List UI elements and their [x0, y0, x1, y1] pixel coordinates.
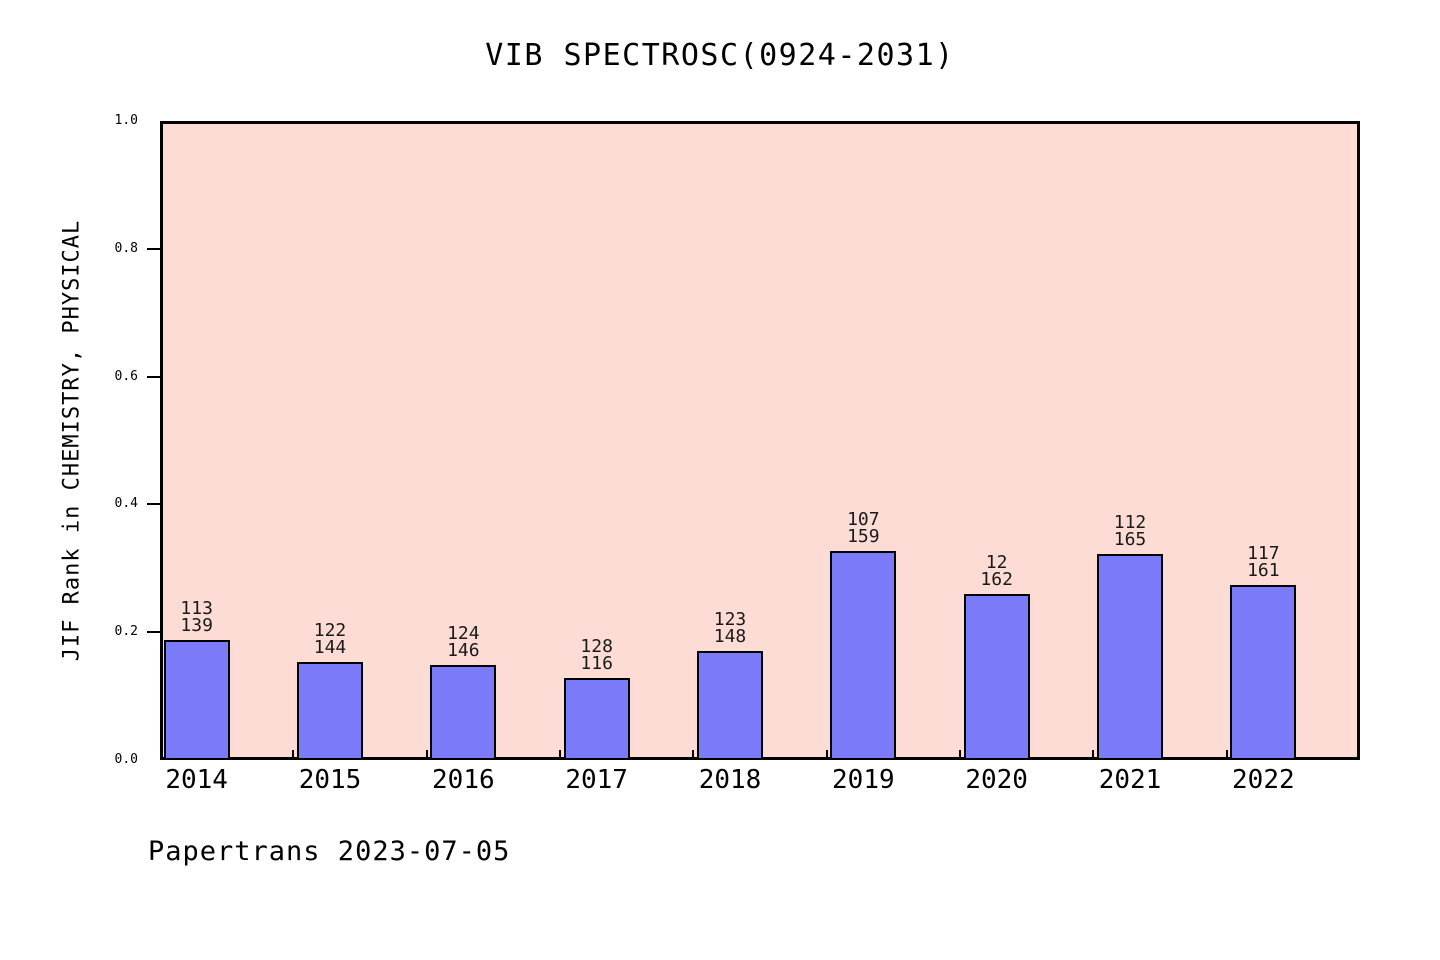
bar-value-label-2016: 124 146	[447, 622, 480, 661]
x-tick-mark	[1225, 750, 1228, 760]
bar-rank-value: 128	[580, 635, 613, 657]
x-tick-label: 2020	[965, 765, 1028, 795]
bar-total-value: 148	[713, 626, 747, 648]
bar-2022	[1230, 584, 1297, 760]
x-tick-mark	[292, 750, 295, 760]
bar-total-value: 161	[1247, 559, 1280, 581]
x-tick-label: 2016	[432, 765, 495, 795]
bar-rank-value: 117	[1247, 542, 1280, 564]
bar-2019	[830, 551, 897, 760]
bar-value-label-2019: 107 159	[847, 509, 880, 548]
bar-2014	[163, 639, 230, 760]
y-tick-label: 0.6	[114, 368, 138, 384]
bar-value-label-2014: 113 139	[180, 597, 213, 636]
y-tick-mark	[147, 503, 160, 506]
y-tick-label: 0.4	[114, 496, 138, 512]
bar-total-value: 139	[180, 614, 213, 636]
bar-rank-value: 12	[985, 551, 1008, 573]
bar-total-value: 159	[847, 526, 880, 548]
x-tick-mark	[825, 750, 828, 760]
bar-rank-value: 112	[1113, 512, 1147, 534]
y-tick-label: 0.2	[114, 624, 138, 640]
bar-rank-value: 122	[313, 620, 347, 642]
bar-value-label-2015: 122 144	[313, 620, 347, 659]
x-tick-label: 2021	[1098, 765, 1162, 795]
bar-2018	[697, 651, 763, 760]
x-tick-mark	[1092, 750, 1095, 760]
y-axis-label-wrapper: JIF Rank in CHEMISTRY, PHYSICAL	[52, 121, 92, 760]
bar-rank-value: 123	[713, 609, 747, 631]
x-tick-label: 2014	[165, 765, 228, 795]
bar-rank-value: 107	[847, 509, 880, 531]
bar-total-value: 116	[580, 652, 613, 674]
bar-2017	[563, 677, 630, 760]
x-tick-label: 2015	[298, 765, 362, 795]
y-tick-label: 0.8	[114, 240, 138, 256]
bar-rank-value: 124	[447, 622, 480, 644]
bar-total-value: 144	[313, 637, 347, 659]
page-title: VIB SPECTROSC(0924-2031)	[485, 38, 955, 73]
x-tick-mark	[959, 750, 961, 760]
bar-value-label-2022: 117 161	[1247, 542, 1280, 581]
bar-value-label-2018: 123 148	[713, 609, 747, 648]
bar-2016	[430, 664, 497, 760]
bar-series: 113 139 122 144 124 146 128 116 123 148 107 159 12 16…	[160, 121, 1360, 760]
y-tick-label: 1.0	[114, 113, 138, 128]
x-tick-label: 2019	[832, 765, 895, 795]
y-tick-mark	[147, 375, 160, 378]
x-tick-label: 2018	[698, 765, 762, 795]
y-tick-mark	[147, 247, 160, 250]
bar-2021	[1097, 554, 1163, 760]
y-axis-label: JIF Rank in CHEMISTRY, PHYSICAL	[59, 219, 85, 662]
bar-2015	[297, 662, 363, 760]
bar-total-value: 162	[980, 568, 1013, 590]
bar-total-value: 165	[1113, 529, 1147, 551]
x-axis-ticks: 2014 2015 2016 2017 2018 2019 2020 2021 2022	[160, 750, 1360, 810]
bar-value-label-2021: 112 165	[1113, 512, 1147, 551]
x-tick-mark	[692, 750, 695, 760]
bar-value-label-2017: 128 116	[580, 635, 613, 674]
bar-2020	[963, 593, 1030, 760]
bar-rank-value: 113	[180, 597, 213, 619]
x-tick-mark	[425, 750, 428, 760]
x-tick-label: 2022	[1232, 765, 1295, 795]
bar-total-value: 146	[447, 639, 480, 661]
y-tick-label: 0.0	[114, 752, 138, 767]
footer-note: Papertrans 2023-07-05	[148, 836, 511, 867]
x-tick-mark	[559, 750, 561, 760]
y-tick-mark	[147, 631, 160, 634]
bar-value-label-2020: 12 162	[980, 551, 1013, 590]
x-tick-label: 2017	[565, 765, 628, 795]
